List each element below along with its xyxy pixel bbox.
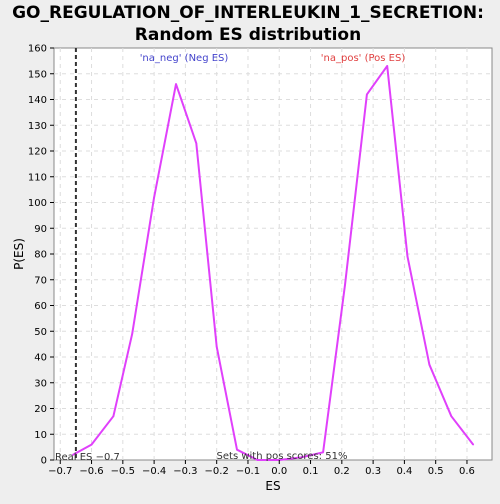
- y-tick-label: 20: [34, 404, 47, 415]
- data-point: [256, 459, 259, 461]
- y-tick-label: 10: [34, 430, 47, 441]
- x-tick-label: 0.5: [428, 466, 444, 477]
- data-point: [131, 333, 133, 335]
- x-tick-label: −0.7: [48, 466, 72, 477]
- data-point: [344, 284, 346, 286]
- x-tick-label: −0.4: [142, 466, 166, 477]
- y-tick-label: 80: [34, 250, 47, 261]
- data-point: [72, 454, 74, 456]
- data-point: [428, 363, 431, 366]
- x-tick-label: 0.6: [459, 466, 475, 477]
- x-tick-label: −0.1: [236, 466, 260, 477]
- data-point: [386, 65, 389, 67]
- grid: [54, 48, 492, 460]
- y-tick-label: 90: [34, 224, 47, 235]
- y-tick-label: 160: [28, 44, 47, 55]
- y-axis-ticks: 0 10 20 30 40 50 60 70 80 90 100 110 120 130 140 150 160: [28, 44, 54, 467]
- x-tick-label: −0.6: [79, 466, 103, 477]
- y-axis-label: P(ES): [12, 238, 26, 270]
- chart-title-line-2: Random ES distribution: [135, 25, 361, 45]
- data-point: [175, 83, 177, 85]
- data-point: [195, 142, 198, 145]
- y-tick-label: 140: [28, 95, 47, 106]
- y-tick-label: 40: [34, 353, 47, 364]
- y-tick-label: 60: [34, 301, 47, 312]
- data-point: [112, 415, 115, 418]
- pos-scores-label: Sets with pos scores: 51%: [217, 451, 348, 462]
- data-point: [215, 345, 218, 348]
- y-tick-label: 150: [28, 69, 47, 80]
- y-tick-label: 70: [34, 275, 47, 286]
- y-tick-label: 0: [41, 456, 47, 467]
- data-point: [366, 93, 368, 96]
- data-point: [153, 196, 155, 199]
- y-tick-label: 120: [28, 147, 47, 158]
- x-tick-label: 0.0: [271, 466, 287, 477]
- data-point: [472, 443, 475, 446]
- neg-es-label: 'na_neg' (Neg ES): [140, 53, 229, 64]
- data-point: [322, 451, 324, 454]
- pos-es-label: 'na_pos' (Pos ES): [321, 53, 406, 64]
- series-group: [72, 65, 475, 461]
- x-tick-label: −0.3: [173, 466, 197, 477]
- x-axis-ticks: −0.7 −0.6 −0.5 −0.4 −0.3 −0.2 −0.1 0.0 0.1 0.2 0.3…: [48, 460, 475, 477]
- x-tick-label: 0.3: [365, 466, 381, 477]
- data-point: [300, 456, 303, 459]
- series-line: [72, 65, 474, 461]
- chart-title-line-1: GO_REGULATION_OF_INTERLEUKIN_1_SECRETION…: [12, 3, 484, 23]
- x-axis-label: ES: [265, 479, 280, 493]
- y-tick-label: 30: [34, 378, 47, 389]
- data-point: [406, 255, 409, 258]
- real-es-label: Real ES −0.7: [55, 452, 120, 463]
- x-tick-label: 0.1: [303, 466, 319, 477]
- x-tick-label: −0.5: [111, 466, 135, 477]
- y-tick-label: 50: [34, 327, 47, 338]
- y-tick-label: 130: [28, 121, 47, 132]
- x-tick-label: −0.2: [205, 466, 229, 477]
- data-point: [450, 415, 453, 418]
- y-tick-label: 100: [28, 198, 47, 209]
- y-tick-label: 110: [28, 172, 47, 183]
- data-point: [90, 443, 93, 446]
- x-tick-label: 0.2: [334, 466, 350, 477]
- x-tick-label: 0.4: [396, 466, 412, 477]
- data-point: [236, 448, 238, 451]
